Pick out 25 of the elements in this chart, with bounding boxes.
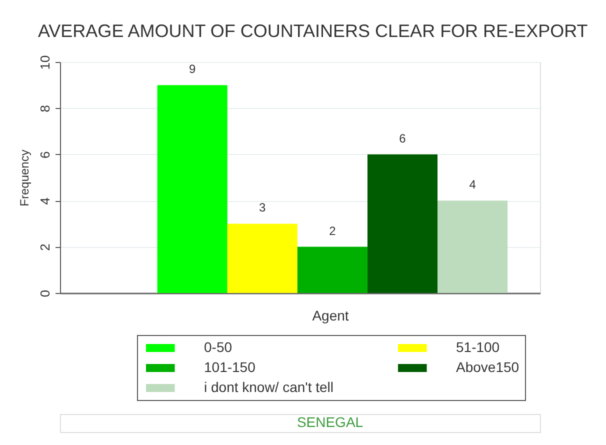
bar	[297, 246, 368, 293]
data-label: 6	[399, 131, 406, 146]
chart-title: AVERAGE AMOUNT OF COUNTAINERS CLEAR FOR RE-EXPORT	[38, 20, 588, 41]
data-label: 4	[469, 178, 476, 192]
bar	[227, 224, 298, 293]
y-tick-label: 10	[38, 55, 52, 70]
y-tick-label: 4	[38, 197, 52, 205]
bar	[367, 154, 438, 293]
data-label: 3	[259, 200, 266, 215]
bar	[438, 200, 508, 293]
x-axis-title: Agent	[312, 308, 349, 324]
y-tick-label: 2	[38, 244, 52, 251]
y-tick-label: 0	[38, 290, 52, 298]
y-tick-label: 6	[38, 151, 52, 159]
data-label: 2	[329, 224, 336, 238]
legend-label: Above150	[456, 359, 520, 375]
y-tick-label: 8	[38, 105, 52, 112]
legend-label: 51-100	[456, 339, 500, 355]
data-label: 9	[188, 62, 196, 76]
legend-label: i dont know/ can't tell	[204, 379, 334, 395]
bar	[157, 85, 228, 293]
legend-label: 101-150	[204, 359, 256, 375]
legend-label: 0-50	[204, 339, 232, 355]
text: SENEGAL	[296, 414, 364, 430]
y-axis-title: Frequency	[18, 150, 32, 206]
